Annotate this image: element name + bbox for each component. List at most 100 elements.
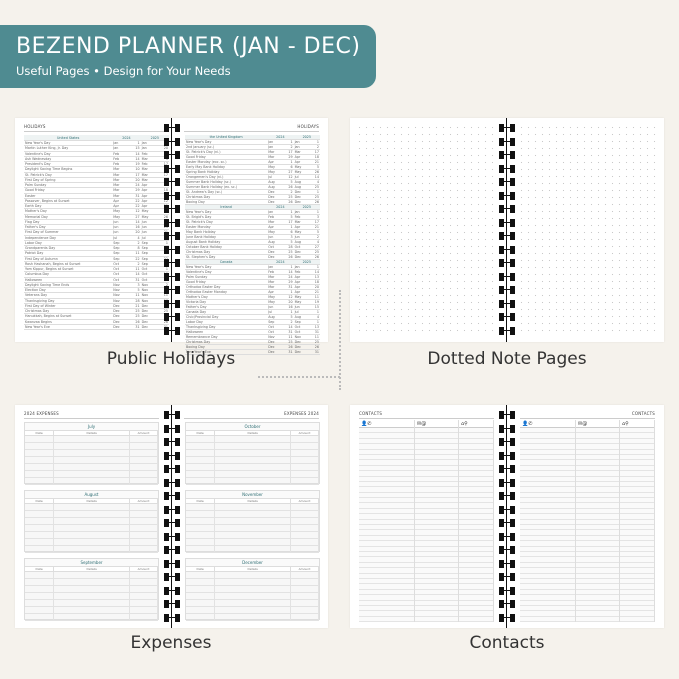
holiday-name: First Day of Summer [24, 229, 113, 236]
spiral-ring-icon [499, 465, 515, 473]
expense-month-title: October [186, 423, 319, 431]
contact-line [459, 433, 493, 439]
contact-line [520, 616, 575, 623]
holiday-row: Rosh Hashanah, Begins at Sunset Oct 2 Sep 22 [24, 261, 169, 268]
holiday-name: St. Patrick's Day [24, 172, 113, 178]
contact-line [576, 438, 619, 445]
contact-line [576, 535, 619, 542]
contact-line [359, 519, 414, 526]
holiday-date: 14 [283, 324, 294, 330]
holiday-date: 26 [283, 199, 294, 205]
expense-column-header: Date [186, 431, 216, 435]
holiday-date: Apr [112, 203, 130, 210]
holiday-date: 24 [129, 182, 141, 189]
contact-line [520, 444, 575, 450]
contact-line [359, 595, 414, 601]
holiday-date: Nov [112, 282, 130, 289]
expense-row [186, 511, 319, 518]
contact-line [459, 438, 493, 445]
holiday-name: St. Patrick's Day (ni.) [185, 149, 268, 155]
contact-line [520, 471, 575, 477]
spiral-ring-icon [164, 573, 180, 581]
holiday-name: Election Day [24, 287, 113, 294]
holiday-date: Jun [140, 219, 158, 226]
holiday-date: Dec [112, 303, 130, 310]
holiday-date: Jul [112, 235, 130, 241]
contact-line [459, 562, 493, 569]
holiday-date: 25 [309, 184, 320, 190]
holiday-date: Sep [140, 261, 158, 268]
expense-row [186, 593, 319, 600]
contact-line [359, 605, 414, 612]
contact-line [520, 530, 575, 536]
contact-line [359, 546, 414, 552]
contact-line [415, 551, 458, 558]
contact-line [459, 514, 493, 520]
holiday-date: 25 [283, 194, 294, 200]
holiday-date: Sep [140, 250, 158, 257]
holiday-date: 15 [157, 224, 169, 231]
contact-line [620, 487, 654, 493]
contact-line [415, 492, 458, 499]
contact-line [415, 568, 458, 574]
holiday-name: Yom Kippur, Begins at Sunset [24, 266, 113, 273]
holiday-date: Feb [140, 151, 158, 157]
contacts-column: 👤✆ [359, 420, 415, 623]
holiday-name: Earth Day [24, 203, 113, 210]
holiday-date: 31 [283, 284, 294, 290]
expense-row [25, 457, 158, 464]
holiday-name: St. Brigid's Day [185, 214, 268, 220]
contacts-right-title: CONTACTS [631, 411, 655, 416]
holiday-date: Jan [267, 144, 284, 150]
spiral-ring-icon [164, 424, 180, 433]
expense-column-header: Details [54, 499, 131, 503]
holiday-date: Feb [267, 214, 284, 220]
holiday-date: 28 [129, 298, 141, 304]
contact-line [459, 498, 493, 504]
holiday-date: 1 [309, 309, 320, 315]
holiday-date: Apr [293, 154, 310, 160]
expense-row [186, 471, 319, 478]
country-header: Ireland 2024 2025 [185, 204, 320, 210]
contact-line [459, 551, 493, 558]
holiday-name: St. Stephen's Day [185, 254, 268, 260]
contact-line [359, 487, 414, 493]
holiday-date: Apr [140, 203, 158, 210]
holiday-date: Jan [293, 144, 310, 150]
contact-line [415, 503, 458, 509]
holiday-date: 1 [157, 240, 169, 247]
contact-line [520, 557, 575, 563]
holiday-date: 11 [157, 292, 169, 299]
holiday-date: 26 [283, 344, 294, 350]
expense-column-header: Date [186, 499, 216, 503]
holiday-name: Palm Sunday [24, 182, 113, 189]
holiday-date: 2 [309, 144, 320, 150]
holiday-date: Sep [267, 319, 284, 325]
holiday-date: Nov [140, 287, 158, 294]
holiday-date: Dec [267, 339, 284, 345]
spiral-ring-icon [164, 272, 180, 281]
holiday-date: 6 [283, 229, 294, 235]
holiday-row: Christmas Day Dec 25 Dec 25 [185, 194, 320, 200]
holiday-date: Feb [293, 269, 310, 275]
spiral-ring-icon [164, 492, 180, 500]
contact-line [620, 589, 654, 596]
holiday-date: Mar [267, 279, 284, 285]
holiday-date: Oct [293, 324, 310, 330]
holiday-date: 22 [129, 256, 141, 262]
contact-line [359, 454, 414, 461]
contact-line [459, 525, 493, 531]
holiday-date: Apr [140, 187, 158, 194]
holiday-date: 26 [309, 199, 320, 205]
holiday-date: 14 [129, 271, 141, 278]
holiday-date: May [112, 214, 130, 220]
spiral-ring-icon [499, 313, 515, 321]
holiday-name: Thanksgiving Day [24, 298, 113, 304]
holiday-date: Jun [112, 224, 130, 231]
contact-line [359, 535, 414, 542]
holiday-name: Summer Bank Holiday (sc.) [185, 179, 268, 185]
holiday-date: Apr [293, 274, 310, 280]
divider-dots [258, 376, 340, 378]
holiday-row: Summer Bank Holiday (ex. sc.) Aug 26 Aug 25 [185, 184, 320, 190]
holiday-name: First Day of Winter [24, 303, 113, 310]
